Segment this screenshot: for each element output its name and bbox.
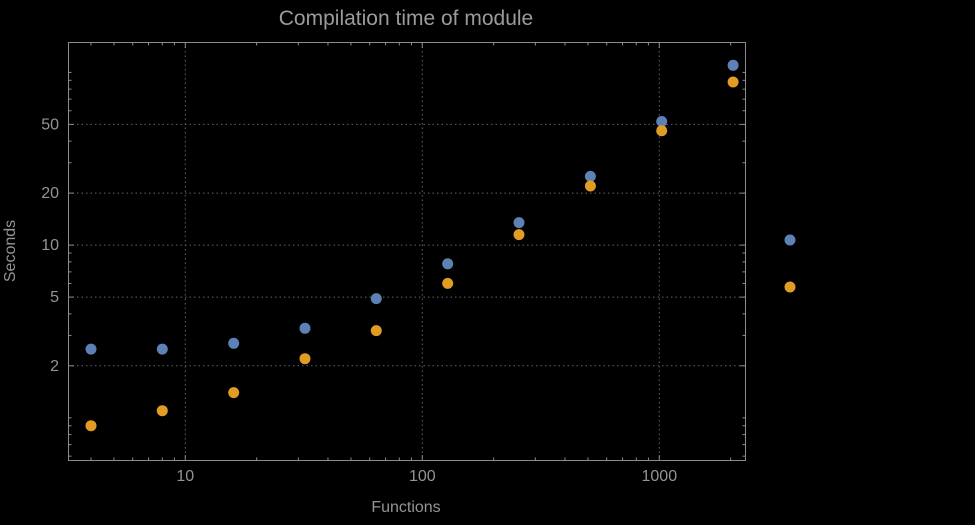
data-point-orange <box>584 180 596 192</box>
y-tick-label: 10 <box>41 237 59 254</box>
data-point-blue <box>370 293 382 305</box>
data-point-orange <box>513 229 525 241</box>
data-point-blue <box>584 170 596 182</box>
data-point-orange <box>228 387 240 399</box>
y-tick-label: 20 <box>41 185 59 202</box>
y-axis-label: Seconds <box>2 220 19 282</box>
data-point-orange <box>299 353 311 365</box>
y-tick-label: 5 <box>50 289 59 306</box>
data-point-blue <box>228 337 240 349</box>
data-point-orange <box>156 405 168 417</box>
plot-frame <box>68 42 746 461</box>
data-point-orange <box>727 76 739 88</box>
x-tick-label: 10 <box>176 468 194 485</box>
x-axis-label: Functions <box>371 499 440 516</box>
data-point-orange <box>442 277 454 289</box>
data-point-blue <box>513 217 525 229</box>
y-tick-label: 2 <box>50 358 59 375</box>
legend-marker-blue <box>784 234 796 246</box>
data-point-orange <box>370 325 382 337</box>
legend-marker-orange <box>784 281 796 293</box>
data-point-blue <box>299 322 311 334</box>
x-tick-label: 1000 <box>642 468 678 485</box>
data-point-blue <box>442 258 454 270</box>
data-point-blue <box>156 343 168 355</box>
chart-title: Compilation time of module <box>279 7 533 30</box>
y-tick-label: 50 <box>41 116 59 133</box>
data-point-orange <box>85 420 97 432</box>
data-point-blue <box>656 116 668 127</box>
x-tick-label: 100 <box>409 468 436 485</box>
data-point-blue <box>727 59 739 71</box>
data-point-blue <box>85 343 97 355</box>
data-point-orange <box>656 125 668 137</box>
